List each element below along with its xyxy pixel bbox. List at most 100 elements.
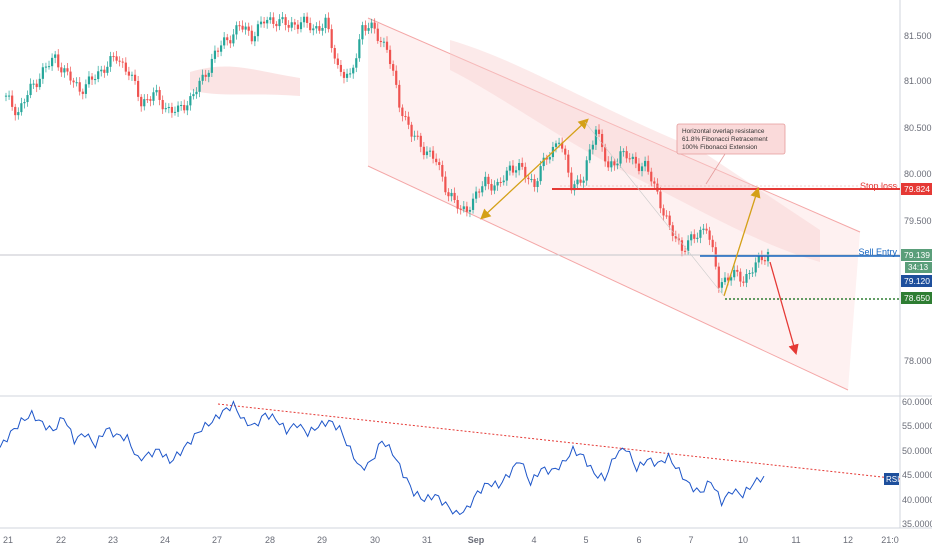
candle-body xyxy=(293,22,296,25)
candle-body xyxy=(760,255,763,261)
swing-arrow-1 xyxy=(480,118,589,220)
candle-body xyxy=(81,91,84,94)
candle-body xyxy=(591,144,594,150)
candle-body xyxy=(730,277,733,281)
candle-body xyxy=(634,156,637,164)
candle-body xyxy=(490,184,493,191)
candle-body xyxy=(438,162,441,165)
resistance-note-box xyxy=(676,123,786,155)
candle-body xyxy=(604,147,607,162)
candle-body xyxy=(459,208,462,210)
candle-body xyxy=(207,72,210,77)
candle-body xyxy=(229,40,232,44)
candle-body xyxy=(133,74,137,81)
candle-body xyxy=(631,156,634,160)
time-tick: 11 xyxy=(791,535,800,545)
candle-body xyxy=(699,229,702,238)
candle-body xyxy=(656,183,659,192)
target-badge xyxy=(901,292,932,304)
candle-body xyxy=(431,150,435,159)
candle-body xyxy=(158,90,161,100)
candle-body xyxy=(226,37,229,41)
candle-body xyxy=(600,133,604,148)
candle-body xyxy=(336,58,339,65)
candle-body xyxy=(57,54,60,68)
candle-body xyxy=(173,111,177,113)
candle-body xyxy=(352,67,355,74)
cloud-shape-right xyxy=(450,40,820,262)
candle-body xyxy=(576,179,579,185)
candle-body xyxy=(647,160,650,172)
candle-body xyxy=(653,181,656,184)
rsi-label: RSI xyxy=(886,475,899,484)
candle-body xyxy=(100,69,103,72)
candle-body xyxy=(204,74,207,77)
candle-body xyxy=(201,74,204,81)
candle-body xyxy=(518,162,521,171)
rsi-line xyxy=(0,400,765,516)
candle-body xyxy=(717,266,720,288)
candle-body xyxy=(527,177,530,180)
time-tick: 31 xyxy=(422,535,432,545)
candle-body xyxy=(97,71,100,80)
candle-body xyxy=(680,240,684,251)
candle-body xyxy=(238,25,241,27)
candle-body xyxy=(94,79,97,81)
candle-body xyxy=(44,66,48,68)
time-tick: 5 xyxy=(583,535,588,545)
candle-body xyxy=(266,19,269,24)
candle-body xyxy=(149,99,152,101)
candle-body xyxy=(330,29,333,49)
candle-body xyxy=(487,176,490,185)
channel-upper-line xyxy=(367,17,861,233)
candle-body xyxy=(349,73,352,75)
candle-body xyxy=(514,170,518,173)
candle-body xyxy=(327,17,330,30)
stop-loss-text: Stop loss xyxy=(860,181,898,191)
candle-body xyxy=(484,176,487,187)
candle-body xyxy=(398,84,401,108)
candle-body xyxy=(318,26,321,31)
candle-body xyxy=(278,19,281,27)
candle-body xyxy=(696,237,699,239)
candle-body xyxy=(754,262,757,273)
time-tick: 21:0 xyxy=(881,535,899,545)
candle-body xyxy=(63,68,66,73)
sell-entry-text: Sell Entry xyxy=(858,247,897,257)
time-tick: 23 xyxy=(108,535,118,545)
candle-body xyxy=(496,181,499,186)
fib-guide-1 xyxy=(584,121,725,297)
candle-body xyxy=(170,106,174,113)
countdown-badge xyxy=(905,262,932,273)
candle-body xyxy=(189,96,192,106)
rsi-tick: 50.0000 xyxy=(902,446,932,456)
candle-body xyxy=(90,76,94,80)
time-tick: 30 xyxy=(370,535,380,545)
candle-body xyxy=(619,151,622,164)
candle-body xyxy=(164,108,167,110)
rsi-tick: 45.0000 xyxy=(902,470,932,480)
sell-entry-badge xyxy=(901,249,932,261)
candle-body xyxy=(367,28,370,31)
candle-body xyxy=(382,41,386,43)
candle-body xyxy=(530,179,533,181)
candle-body xyxy=(180,105,183,107)
candle-body xyxy=(290,22,293,28)
rsi-pane: RSI 60.0000 55.0000 50.0000 45.0000 40.0… xyxy=(0,397,932,529)
candle-body xyxy=(453,192,456,201)
arrows xyxy=(480,118,799,356)
candle-body xyxy=(690,234,693,241)
price-tick: 79.500 xyxy=(904,216,932,226)
time-tick: 28 xyxy=(265,535,275,545)
candle-body xyxy=(557,142,561,144)
candle-body xyxy=(539,166,542,182)
candle-body xyxy=(564,148,567,155)
candle-body xyxy=(650,171,653,182)
candle-body xyxy=(379,40,382,43)
candle-body xyxy=(567,154,570,173)
candle-body xyxy=(613,161,616,166)
candle-body xyxy=(419,135,422,147)
candle-body xyxy=(287,24,290,28)
resistance-note: Horizontal overlap resistance 61.8% Fibo… xyxy=(676,123,786,185)
